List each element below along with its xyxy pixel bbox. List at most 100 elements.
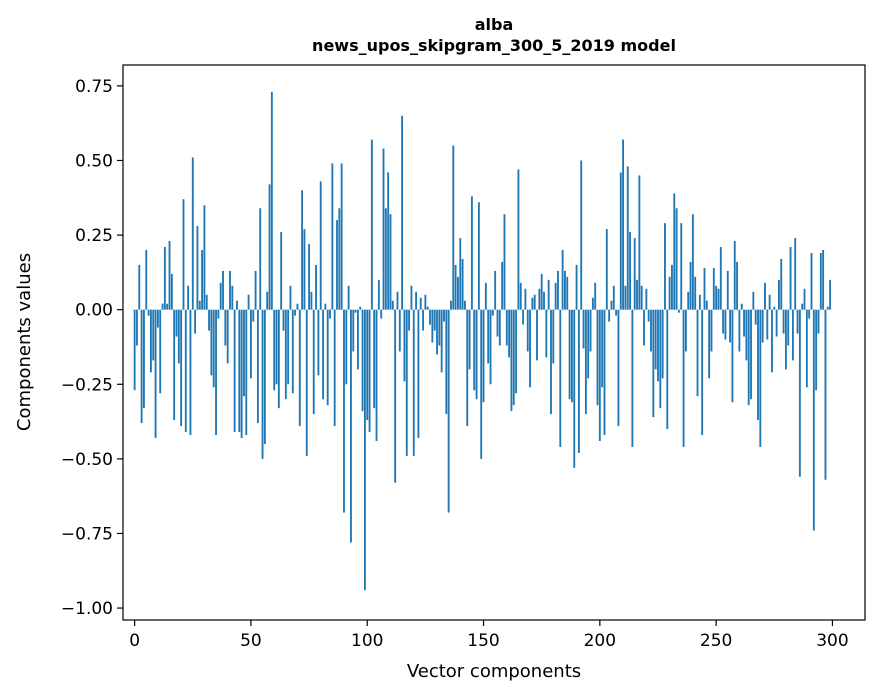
bar-53: [256, 309, 259, 424]
bar-165: [517, 169, 520, 310]
bar-series: [133, 91, 832, 591]
bar-68: [291, 309, 294, 394]
bar-257: [731, 309, 734, 403]
bar-58: [268, 184, 271, 310]
bar-45: [238, 309, 241, 433]
bar-77: [312, 309, 315, 415]
bar-28: [198, 300, 201, 310]
bar-95: [354, 309, 357, 313]
bar-178: [547, 279, 550, 310]
bar-296: [822, 250, 825, 310]
bar-81: [322, 309, 324, 400]
bar-5: [145, 250, 148, 310]
bar-232: [673, 193, 676, 310]
bar-288: [803, 288, 806, 310]
bar-188: [570, 309, 573, 403]
bar-185: [564, 270, 566, 310]
bar-134: [445, 309, 448, 415]
bar-125: [424, 294, 427, 310]
bar-183: [559, 309, 562, 447]
x-tick-label: 100: [351, 631, 383, 651]
bar-142: [463, 300, 466, 310]
bar-196: [589, 309, 592, 352]
bar-283: [791, 309, 794, 361]
bar-177: [545, 309, 548, 358]
bar-276: [775, 309, 778, 337]
bar-207: [615, 309, 618, 316]
bar-39: [224, 309, 227, 346]
bar-280: [784, 309, 787, 370]
x-axis-label: Vector components: [407, 661, 581, 682]
bar-109: [387, 172, 390, 310]
y-tick-label: 0.75: [75, 77, 113, 97]
bar-86: [333, 309, 336, 427]
bar-169: [526, 309, 529, 352]
bar-121: [415, 291, 418, 310]
bar-1: [136, 309, 138, 346]
bar-163: [512, 309, 515, 406]
bar-43: [233, 309, 236, 433]
bar-272: [766, 309, 769, 340]
bar-49: [247, 294, 250, 310]
bar-120: [412, 309, 415, 456]
bar-191: [577, 309, 580, 453]
bar-102: [370, 139, 373, 310]
bar-209: [619, 172, 622, 310]
bar-32: [208, 309, 210, 331]
bar-223: [652, 309, 655, 418]
bar-279: [782, 309, 785, 334]
bar-170: [529, 309, 531, 388]
bar-79: [317, 309, 320, 376]
bar-13: [163, 247, 166, 310]
x-tick-label: 300: [816, 631, 848, 651]
bar-127: [429, 309, 431, 325]
bar-269: [759, 309, 762, 447]
bar-267: [754, 309, 757, 325]
bar-295: [819, 252, 822, 310]
bar-261: [740, 303, 743, 310]
bar-4: [143, 309, 145, 409]
bar-285: [796, 309, 799, 334]
bar-197: [591, 297, 594, 310]
bar-260: [738, 309, 741, 352]
bar-213: [629, 232, 631, 310]
bar-243: [698, 294, 701, 310]
bar-60: [273, 309, 276, 391]
bar-107: [382, 148, 385, 310]
bar-122: [417, 309, 420, 438]
bar-253: [722, 309, 725, 334]
bar-222: [650, 309, 652, 352]
bar-214: [631, 309, 634, 447]
bar-212: [626, 166, 629, 310]
bar-115: [401, 115, 404, 310]
bar-19: [177, 309, 180, 364]
bar-259: [736, 261, 738, 310]
x-tick-label: 200: [584, 631, 616, 651]
bar-189: [573, 309, 576, 468]
bar-271: [764, 282, 766, 310]
bar-87: [336, 220, 338, 310]
bar-140: [459, 238, 462, 310]
bar-187: [568, 309, 571, 400]
bar-146: [473, 309, 476, 391]
y-tick-label: 0.00: [75, 301, 113, 321]
bar-130: [436, 309, 438, 355]
bar-190: [575, 264, 578, 310]
bar-44: [236, 300, 238, 310]
bar-91: [345, 309, 348, 385]
bar-119: [410, 285, 413, 310]
bar-126: [426, 306, 429, 310]
bar-96: [357, 309, 359, 370]
bar-133: [443, 309, 445, 322]
bar-162: [510, 309, 513, 412]
bar-195: [587, 309, 590, 379]
y-tick-label: −0.75: [61, 524, 113, 544]
bar-263: [745, 309, 748, 361]
bar-150: [482, 309, 485, 403]
bar-167: [522, 309, 524, 325]
y-tick-label: 0.50: [75, 151, 113, 171]
bar-221: [647, 309, 650, 322]
bar-172: [533, 294, 536, 310]
bar-282: [789, 247, 792, 310]
bar-256: [729, 309, 732, 343]
